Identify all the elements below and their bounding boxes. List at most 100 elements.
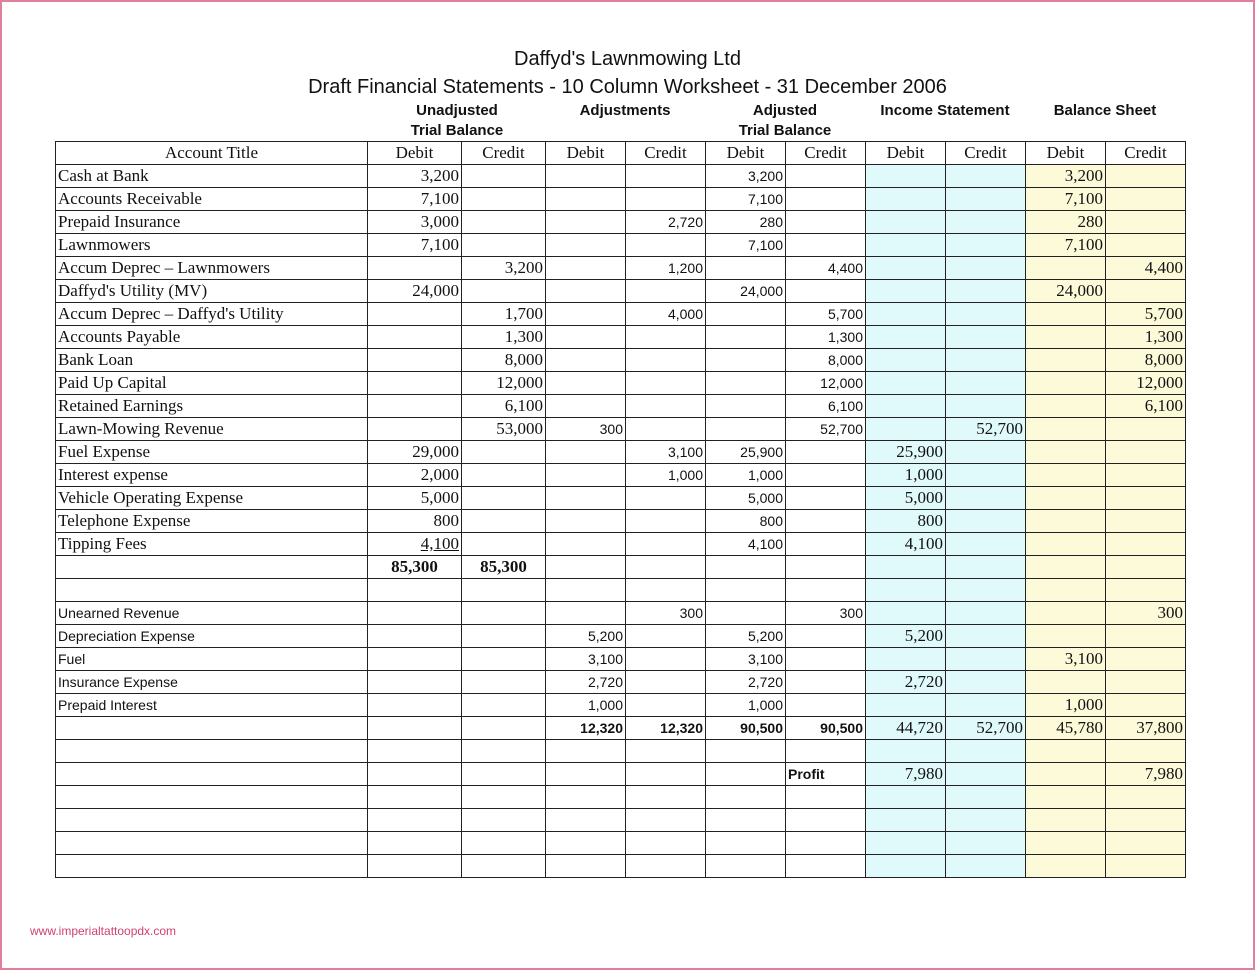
- amount-cell: [545, 348, 626, 372]
- amount-cell: [625, 831, 706, 855]
- amount-cell: [865, 417, 946, 441]
- amount-cell: [625, 785, 706, 809]
- amount-cell: 1,300: [1105, 325, 1186, 349]
- amount-cell: 2,000: [367, 463, 462, 487]
- worksheet-table: Account Title Debit Credit Debit Credit Debit…: [55, 141, 1186, 878]
- amount-cell: [865, 578, 946, 602]
- amount-cell: [1025, 440, 1106, 464]
- amount-cell: [545, 785, 626, 809]
- amount-cell: [545, 164, 626, 188]
- amount-cell: 5,700: [785, 302, 866, 326]
- amount-cell: [785, 785, 866, 809]
- column-header: Credit: [945, 141, 1026, 165]
- amount-cell: [945, 302, 1026, 326]
- amount-cell: [625, 394, 706, 418]
- column-header: Debit: [367, 141, 462, 165]
- amount-cell: [1025, 256, 1106, 280]
- amount-cell: 4,400: [785, 256, 866, 280]
- table-row: [55, 854, 1186, 878]
- amount-cell: [945, 440, 1026, 464]
- amount-cell: 6,100: [785, 394, 866, 418]
- table-row: Insurance Expense 2,720 2,720 2,720: [55, 670, 1186, 694]
- amount-cell: [865, 601, 946, 625]
- amount-cell: 90,500: [785, 716, 866, 740]
- amount-cell: [625, 739, 706, 763]
- amount-cell: 4,000: [625, 302, 706, 326]
- amount-cell: [945, 739, 1026, 763]
- amount-cell: [785, 693, 866, 717]
- amount-cell: [1025, 463, 1106, 487]
- amount-cell: [625, 164, 706, 188]
- amount-cell: 5,000: [367, 486, 462, 510]
- amount-cell: [625, 762, 706, 786]
- amount-cell: [545, 279, 626, 303]
- account-title: Prepaid Interest: [55, 693, 368, 717]
- amount-cell: [367, 854, 462, 878]
- account-title: [55, 854, 368, 878]
- amount-cell: 7,100: [1025, 187, 1106, 211]
- group-heading-line: Trial Balance: [410, 122, 504, 139]
- amount-cell: [545, 509, 626, 533]
- amount-cell: 300: [1105, 601, 1186, 625]
- amount-cell: [1105, 808, 1186, 832]
- amount-cell: [625, 279, 706, 303]
- amount-cell: [545, 394, 626, 418]
- amount-cell: [461, 762, 546, 786]
- header-row: Account Title Debit Credit Debit Credit Debit…: [55, 141, 1186, 165]
- amount-cell: 85,300: [367, 555, 462, 579]
- amount-cell: [545, 325, 626, 349]
- amount-cell: [1025, 394, 1106, 418]
- amount-cell: 1,000: [1025, 693, 1106, 717]
- amount-cell: 1,000: [545, 693, 626, 717]
- amount-cell: [1025, 417, 1106, 441]
- amount-cell: [865, 210, 946, 234]
- amount-cell: 24,000: [367, 279, 462, 303]
- account-title: Accounts Payable: [55, 325, 368, 349]
- amount-cell: [945, 532, 1026, 556]
- amount-cell: [865, 279, 946, 303]
- account-title: Lawn-Mowing Revenue: [55, 417, 368, 441]
- amount-cell: [625, 486, 706, 510]
- amount-cell: 1,000: [705, 463, 786, 487]
- amount-cell: 37,800: [1105, 716, 1186, 740]
- amount-cell: [1105, 785, 1186, 809]
- table-row: Prepaid Interest 1,000 1,000 1,000: [55, 693, 1186, 717]
- amount-cell: [1025, 348, 1106, 372]
- amount-cell: [785, 440, 866, 464]
- amount-cell: 7,980: [1105, 762, 1186, 786]
- account-title: [55, 808, 368, 832]
- account-title: [55, 578, 368, 602]
- amount-cell: 1,000: [625, 463, 706, 487]
- amount-cell: [1025, 762, 1106, 786]
- account-title: Lawnmowers: [55, 233, 368, 257]
- amount-cell: [945, 578, 1026, 602]
- table-row: Fuel 3,100 3,100 3,100: [55, 647, 1186, 671]
- amount-cell: [1025, 624, 1106, 648]
- amount-cell: [1025, 509, 1106, 533]
- amount-cell: [705, 302, 786, 326]
- amount-cell: [461, 578, 546, 602]
- amount-cell: [461, 509, 546, 533]
- table-row: Accum Deprec – Daffyd's Utility 1,700 4,00…: [55, 302, 1186, 326]
- amount-cell: [367, 739, 462, 763]
- amount-cell: [1025, 854, 1106, 878]
- amount-cell: 300: [545, 417, 626, 441]
- amount-cell: [945, 279, 1026, 303]
- amount-cell: [1105, 831, 1186, 855]
- amount-cell: 8,000: [1105, 348, 1186, 372]
- table-row: Accum Deprec – Lawnmowers 3,200 1,200 4,400…: [55, 256, 1186, 280]
- amount-cell: 4,100: [865, 532, 946, 556]
- amount-cell: 3,100: [545, 647, 626, 671]
- amount-cell: [545, 233, 626, 257]
- table-row: Daffyd's Utility (MV) 24,000 24,000 24,000: [55, 279, 1186, 303]
- account-title: Accounts Receivable: [55, 187, 368, 211]
- amount-cell: [945, 394, 1026, 418]
- amount-cell: [705, 808, 786, 832]
- amount-cell: [625, 532, 706, 556]
- title: Daffyd's Lawnmowing Ltd: [514, 48, 741, 70]
- account-title: [55, 716, 368, 740]
- amount-cell: [705, 348, 786, 372]
- account-title: [55, 785, 368, 809]
